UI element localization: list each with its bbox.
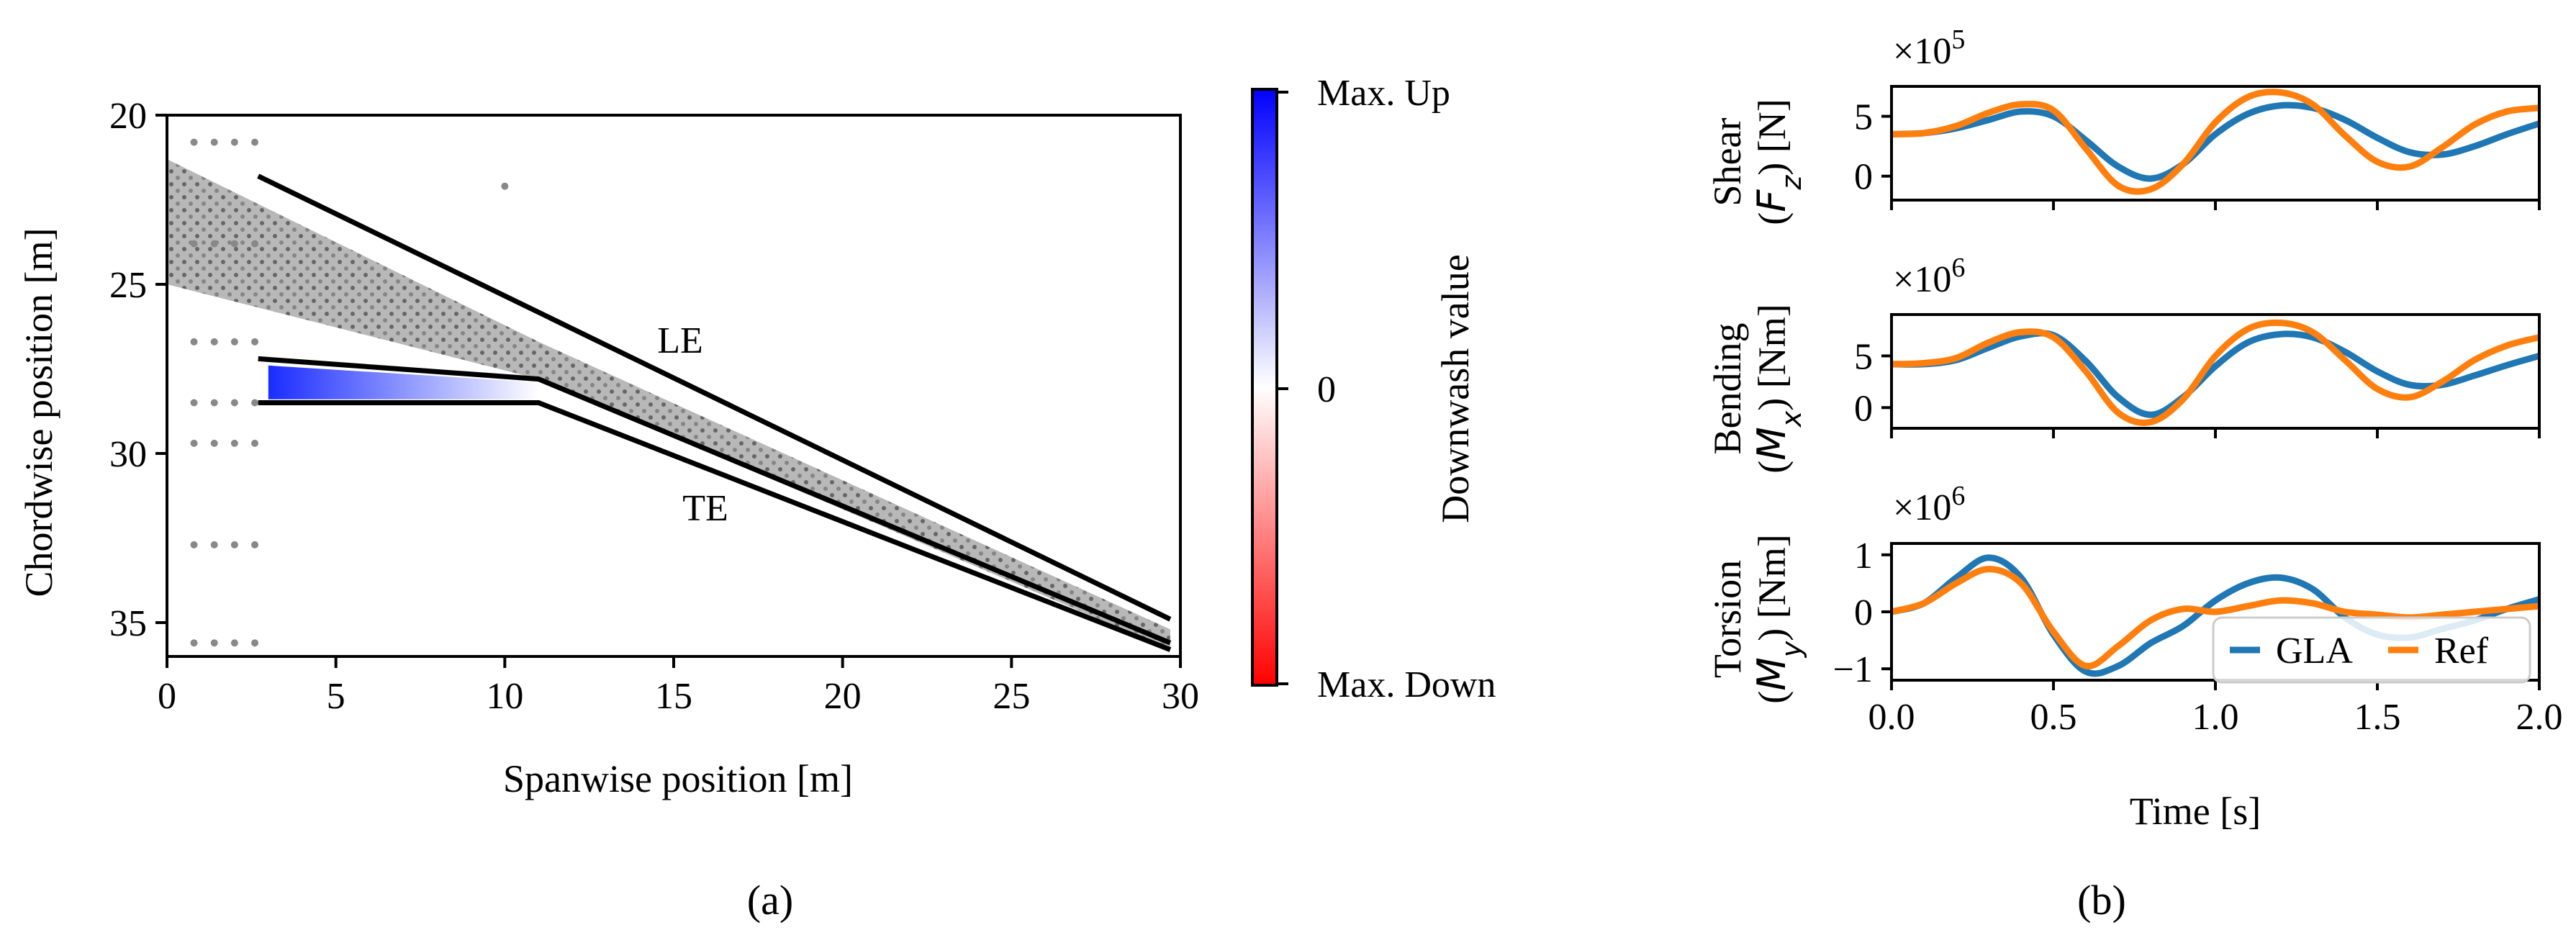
root-point — [230, 541, 238, 548]
series-ref-line — [1890, 566, 2540, 669]
root-point — [251, 338, 259, 345]
colorbar-label: Downwash value — [1434, 254, 1477, 523]
x-tick-label: 25 — [993, 676, 1030, 717]
downwash-shaded-region — [268, 365, 539, 399]
bending-multiplier: ×106 — [1893, 253, 1965, 300]
root-point — [251, 439, 259, 447]
root-point — [190, 639, 198, 647]
shear-ylabel-line2: (Fz) [N] — [1749, 99, 1807, 225]
y-tick-label: −1 — [1833, 649, 1873, 690]
y-tick-label: 20 — [109, 96, 147, 137]
shear-ylabel-line1: Shear — [1706, 118, 1749, 207]
y-tick-label: 5 — [1854, 97, 1873, 138]
root-point — [251, 639, 259, 647]
x-tick-label: 30 — [1162, 676, 1199, 717]
root-point — [210, 240, 218, 248]
le-annotation: LE — [657, 320, 703, 361]
root-point — [210, 541, 218, 548]
te-annotation: TE — [682, 488, 728, 529]
colorbar-tick-label: Max. Up — [1317, 73, 1450, 114]
x-tick-label: 0 — [158, 676, 176, 717]
colorbar — [1251, 88, 1278, 687]
x-tick-label: 1.0 — [2192, 697, 2239, 738]
y-tick-label: 35 — [109, 603, 147, 644]
trailing-edge-line — [258, 400, 1172, 652]
caption-b: (b) — [2077, 877, 2126, 923]
x-tick-label: 15 — [655, 676, 692, 717]
caption-a: (a) — [747, 877, 793, 923]
root-point — [251, 541, 259, 548]
root-point — [210, 399, 218, 407]
series-ref-line — [1891, 89, 2540, 195]
torsion-subplot: −1 0 1 0.0 0.5 1.0 1.5 2.0 — [1833, 536, 2563, 738]
x-tick-label: 0.5 — [2030, 697, 2077, 738]
x-tick-label: 20 — [824, 676, 862, 717]
colorbar-tick-label: Max. Down — [1317, 664, 1496, 705]
root-points — [190, 138, 509, 647]
root-point — [230, 240, 238, 248]
root-point — [210, 338, 218, 345]
y-tick-label: 5 — [1854, 336, 1873, 377]
root-point — [190, 240, 198, 248]
y-tick-label: 30 — [109, 434, 147, 475]
y-tick-label: 1 — [1854, 536, 1873, 577]
root-point — [190, 439, 198, 447]
x-tick-label: 1.5 — [2354, 697, 2401, 738]
root-point — [230, 439, 238, 447]
root-point — [190, 399, 198, 407]
root-point — [230, 639, 238, 647]
torsion-ylabel-line1: Torsion — [1706, 560, 1749, 678]
axes-frame — [1890, 313, 2541, 430]
y-tick-label: 0 — [1854, 157, 1873, 198]
series-ref-line — [1891, 319, 2541, 426]
inner-edge-line — [258, 356, 1172, 646]
colorbar-tick-label: 0 — [1317, 369, 1336, 410]
bending-ylabel-line2: (Mx) [Nm] — [1749, 304, 1807, 474]
y-tick-label: 0 — [1854, 592, 1873, 633]
root-point — [210, 138, 218, 146]
torsion-ylabel-line2: (My) [Nm] — [1749, 534, 1807, 704]
x-tick-label: 2.0 — [2516, 697, 2563, 738]
legend-gla-label: GLA — [2276, 631, 2353, 672]
x-tick-label: 5 — [327, 676, 345, 717]
axes-ticks: 0 5 10 15 20 25 30 20 25 30 35 — [109, 96, 1199, 717]
root-point — [251, 138, 259, 146]
root-point — [210, 639, 218, 647]
x-tick-label: 0.0 — [1868, 697, 1915, 738]
root-point — [190, 338, 198, 345]
root-point — [501, 182, 509, 190]
legend: GLA Ref — [2212, 616, 2531, 684]
torsion-multiplier: ×106 — [1893, 481, 1965, 528]
gust-mesh-region — [167, 159, 1170, 650]
root-point — [190, 138, 198, 146]
shear-subplot: 05 — [1854, 85, 2541, 210]
root-point — [251, 399, 259, 407]
axes-frame — [1890, 85, 2541, 202]
x-axis-label: Spanwise position [m] — [503, 757, 853, 800]
root-point — [230, 399, 238, 407]
colorbar-ticks — [1277, 91, 1288, 685]
y-axis-label: Chordwise position [m] — [17, 228, 60, 597]
bending-subplot: 05 — [1854, 313, 2541, 438]
shear-multiplier: ×105 — [1893, 24, 1965, 72]
x-tick-label: 10 — [486, 676, 523, 717]
y-tick-label: 0 — [1854, 388, 1873, 429]
time-axis-label: Time [s] — [2130, 790, 2261, 833]
root-point — [230, 338, 238, 345]
root-point — [230, 138, 238, 146]
root-point — [190, 541, 198, 548]
root-point — [210, 439, 218, 447]
root-point — [251, 240, 259, 248]
y-tick-label: 25 — [109, 265, 147, 306]
wing-planform-plot: 0 5 10 15 20 25 30 20 25 30 35 LE TE Spanwise posi… — [17, 73, 1496, 923]
bending-ylabel-line1: Bending — [1706, 323, 1749, 455]
leading-edge-line — [257, 173, 1172, 622]
series-gla-line — [1891, 101, 2541, 182]
legend-ref-label: Ref — [2434, 631, 2489, 672]
